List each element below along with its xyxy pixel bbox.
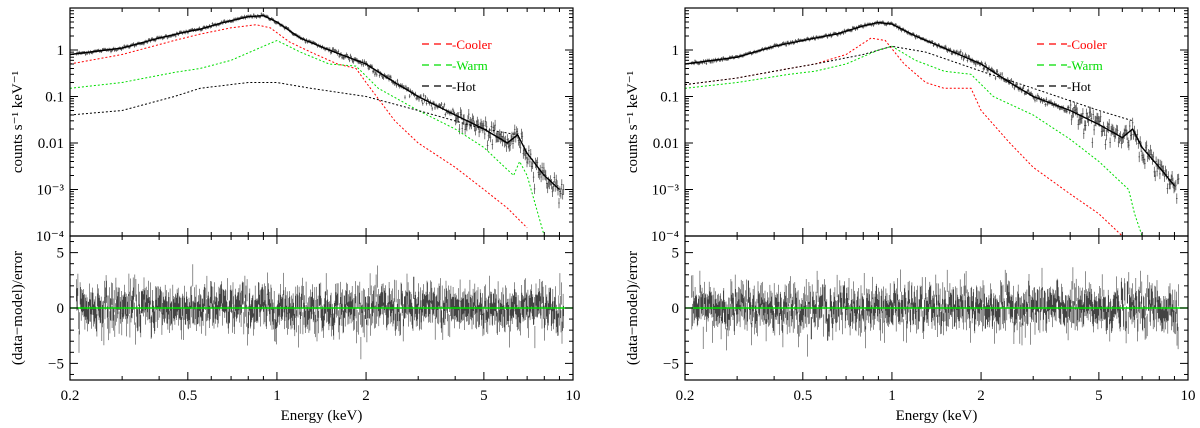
x-axis: 0.2 0.5 1 2 5 10 Energy (keV) <box>676 8 1196 424</box>
y-tick-label: 0.1 <box>660 89 679 105</box>
x-tick-label: 0.2 <box>61 388 80 404</box>
legend: -Cooler -Warm -Hot <box>422 37 492 94</box>
model-curve <box>70 14 560 191</box>
y-tick-label: 10⁻⁴ <box>36 229 64 245</box>
model-curve <box>685 21 1176 187</box>
component-curve-warm <box>70 39 545 236</box>
legend-label: -Cooler <box>1067 37 1107 52</box>
y-tick-label: 10⁻³ <box>37 182 65 198</box>
x-axis: 0.2 0.5 1 2 5 10 Energy (keV) <box>61 8 581 424</box>
legend-label: -Cooler <box>452 37 492 52</box>
residual-points <box>76 264 564 360</box>
x-tick-label: 2 <box>977 388 985 404</box>
x-tick-label: 5 <box>480 388 488 404</box>
spectrum-y-axis-title: counts s⁻¹ keV⁻¹ <box>10 71 26 173</box>
spectrum-y-axis: 10⁻⁴ 10⁻³ 0.01 0.1 1 counts s⁻¹ keV⁻¹ <box>625 7 1188 245</box>
y-tick-label: 0.1 <box>45 89 64 105</box>
residuals-y-axis: −5 0 5 (data−model)/error <box>625 241 1188 375</box>
x-tick-label: 10 <box>1181 388 1196 404</box>
spectrum-frame <box>684 7 1189 237</box>
residuals-plot: −5 0 5 (data−model)/error <box>10 235 574 381</box>
x-tick-label: 2 <box>362 388 370 404</box>
x-tick-label: 0.5 <box>793 388 812 404</box>
component-curve-cooler <box>685 37 1123 236</box>
x-axis-title: Energy (keV) <box>896 408 978 424</box>
y-tick-label: 5 <box>57 246 65 262</box>
y-tick-label: −5 <box>663 356 679 372</box>
x-tick-label: 5 <box>1095 388 1103 404</box>
y-tick-label: 0 <box>57 301 65 317</box>
y-tick-label: −5 <box>48 356 64 372</box>
residuals-plot: −5 0 5 (data−model)/error <box>625 235 1189 381</box>
component-curve-hot <box>70 82 518 136</box>
y-tick-label: 5 <box>672 246 680 262</box>
y-tick-label: 10⁻⁴ <box>651 229 679 245</box>
y-tick-label: 0.01 <box>38 136 64 152</box>
spectrum-y-axis: 10⁻⁴ 10⁻³ 0.01 0.1 1 counts s⁻¹ keV⁻¹ <box>10 7 573 245</box>
legend: -Cooler -Warm -Hot <box>1037 37 1107 94</box>
x-tick-label: 1 <box>273 388 281 404</box>
legend-label: -Hot <box>1067 79 1091 94</box>
x-tick-label: 10 <box>566 388 581 404</box>
component-curve-cooler <box>70 24 528 229</box>
spectrum-y-axis-title: counts s⁻¹ keV⁻¹ <box>625 71 641 173</box>
component-curve-hot <box>685 45 1133 122</box>
legend-label: -Warm <box>1067 58 1103 73</box>
residuals-y-axis: −5 0 5 (data−model)/error <box>10 241 573 375</box>
y-tick-label: 1 <box>57 43 65 59</box>
y-tick-label: 0.01 <box>653 136 679 152</box>
y-tick-label: 1 <box>672 43 680 59</box>
x-tick-label: 0.2 <box>676 388 695 404</box>
residual-points <box>691 267 1179 357</box>
legend-label: -Hot <box>452 79 476 94</box>
y-tick-label: 10⁻³ <box>652 182 680 198</box>
x-tick-label: 1 <box>888 388 896 404</box>
legend-label: -Warm <box>452 58 488 73</box>
x-tick-label: 0.5 <box>178 388 197 404</box>
x-axis-title: Energy (keV) <box>281 408 363 424</box>
residuals-y-axis-title: (data−model)/error <box>10 251 26 365</box>
y-tick-label: 0 <box>672 301 680 317</box>
residuals-y-axis-title: (data−model)/error <box>625 251 641 365</box>
